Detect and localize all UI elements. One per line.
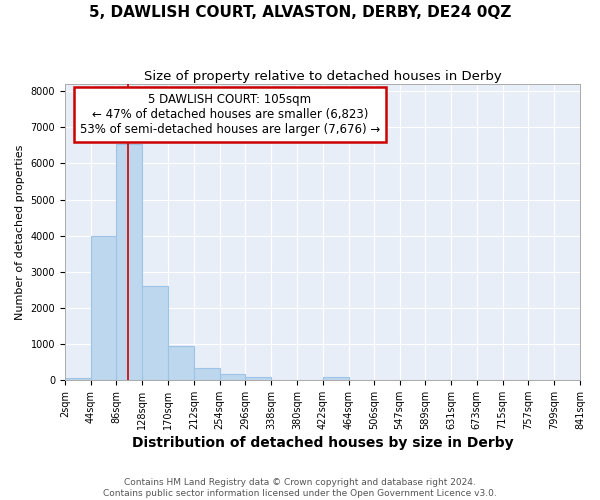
Text: 5, DAWLISH COURT, ALVASTON, DERBY, DE24 0QZ: 5, DAWLISH COURT, ALVASTON, DERBY, DE24 …: [89, 5, 511, 20]
Bar: [194, 368, 220, 380]
Y-axis label: Number of detached properties: Number of detached properties: [15, 144, 25, 320]
Bar: [323, 377, 349, 380]
Bar: [142, 286, 168, 380]
X-axis label: Distribution of detached houses by size in Derby: Distribution of detached houses by size …: [131, 436, 513, 450]
Bar: [91, 236, 116, 380]
Bar: [245, 377, 271, 380]
Text: Contains HM Land Registry data © Crown copyright and database right 2024.
Contai: Contains HM Land Registry data © Crown c…: [103, 478, 497, 498]
Bar: [116, 144, 142, 380]
Text: 5 DAWLISH COURT: 105sqm
← 47% of detached houses are smaller (6,823)
53% of semi: 5 DAWLISH COURT: 105sqm ← 47% of detache…: [80, 93, 380, 136]
Title: Size of property relative to detached houses in Derby: Size of property relative to detached ho…: [143, 70, 502, 83]
Bar: [65, 378, 91, 380]
Bar: [220, 374, 245, 380]
Bar: [168, 346, 194, 380]
